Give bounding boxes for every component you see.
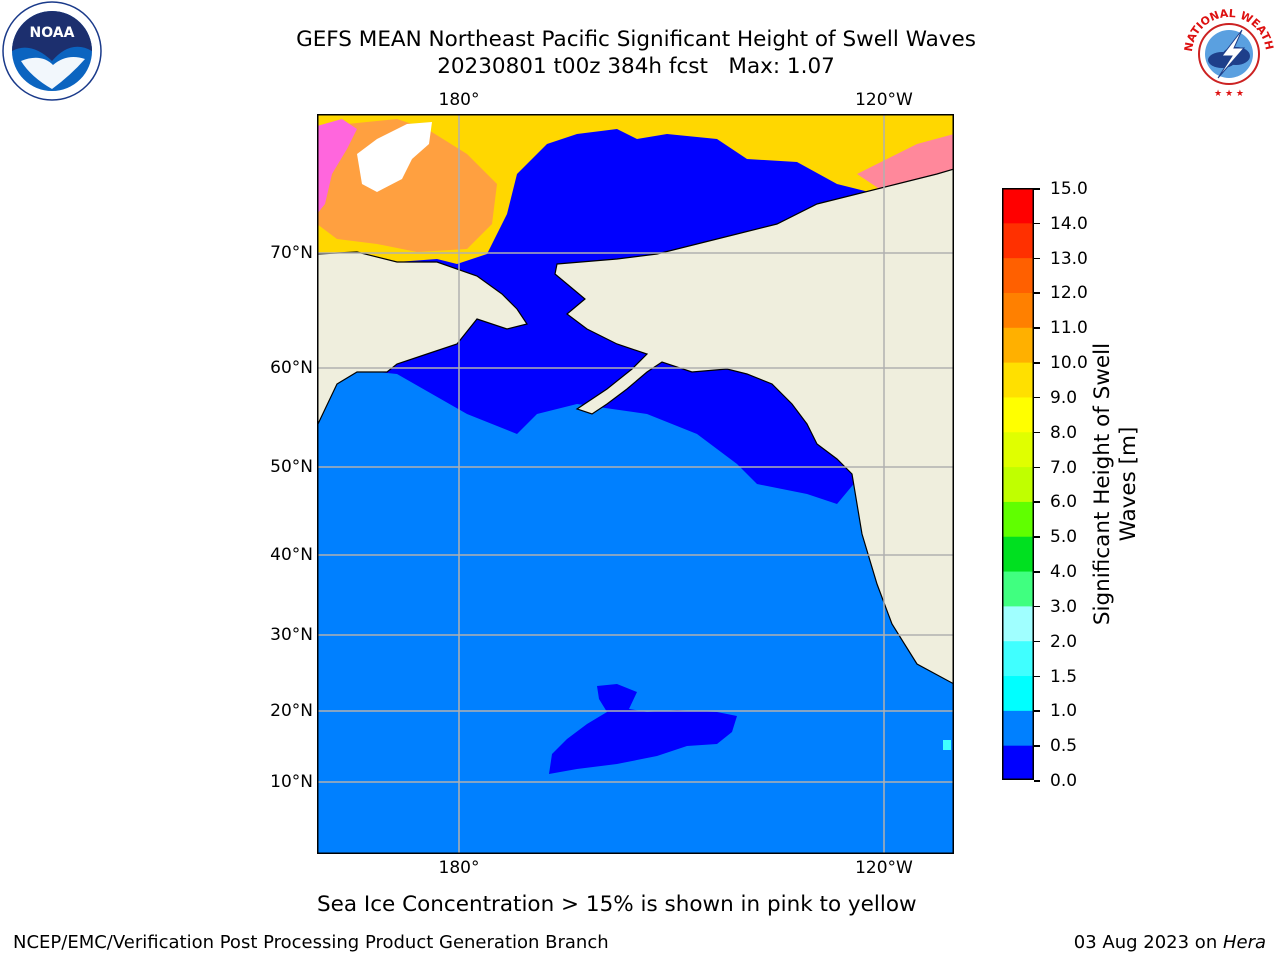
graticule xyxy=(317,114,954,854)
colorbar xyxy=(1002,188,1034,781)
lat-tick-10n: 10°N xyxy=(270,772,313,792)
colorbar-tick-label: 12.0 xyxy=(1050,283,1088,304)
colorbar-tick-label: 0.5 xyxy=(1050,736,1078,757)
colorbar-tick-mark xyxy=(1034,745,1040,747)
colorbar-tick-mark xyxy=(1034,292,1040,294)
map-frame xyxy=(317,114,954,854)
colorbar-band xyxy=(1002,605,1034,642)
lon-tick-bottom-120w: 120°W xyxy=(855,858,913,878)
footer-branch: NCEP/EMC/Verification Post Processing Pr… xyxy=(13,932,609,953)
swell-spot-east xyxy=(943,740,951,750)
colorbar-tick-mark xyxy=(1034,222,1040,225)
land-siberia xyxy=(316,251,528,427)
colorbar-tick-label: 7.0 xyxy=(1050,457,1078,478)
colorbar-tick-label: 4.0 xyxy=(1050,562,1078,583)
colorbar-band xyxy=(1002,396,1034,433)
colorbar-tick-label: 13.0 xyxy=(1050,248,1088,269)
colorbar-tick-mark xyxy=(1034,327,1040,329)
footer-host: Hera xyxy=(1222,932,1266,953)
colorbar-ticks: 15.0 14.0 13.0 12.0 11.0 10.0 9.0 8.0 7.0 6.0 5.0 4… xyxy=(1034,179,1124,792)
colorbar-band xyxy=(1002,222,1034,259)
map-canvas xyxy=(316,114,955,854)
colorbar-band xyxy=(1002,327,1034,363)
colorbar-tick-mark xyxy=(1034,466,1040,469)
colorbar-tick-label: 2.0 xyxy=(1050,631,1078,652)
colorbar-band xyxy=(1002,292,1034,328)
colorbar-tick-mark xyxy=(1034,431,1040,434)
noaa-text: NOAA xyxy=(30,25,75,41)
colorbar-bands xyxy=(1002,188,1034,781)
colorbar-tick-mark xyxy=(1034,188,1040,190)
map-panel xyxy=(316,114,955,854)
lat-tick-50n: 50°N xyxy=(270,457,313,477)
colorbar-band xyxy=(1002,536,1034,572)
colorbar-tick-mark xyxy=(1034,571,1040,573)
colorbar-tick-mark xyxy=(1034,536,1040,538)
colorbar-tick-label: 6.0 xyxy=(1050,492,1078,513)
sea-ice-pink xyxy=(317,119,357,214)
nws-logo-icon: NATIONAL WEATHER SERVICE ★ ★ ★ xyxy=(1174,0,1276,99)
nws-logo: NATIONAL WEATHER SERVICE ★ ★ ★ xyxy=(1174,0,1280,100)
colorbar-band xyxy=(1002,188,1034,224)
colorbar-band xyxy=(1002,501,1034,537)
noaa-logo-icon: NOAA xyxy=(2,1,102,101)
colorbar-tick-label: 1.0 xyxy=(1050,701,1078,722)
land-alaska-canada xyxy=(554,168,955,686)
colorbar-tick-mark xyxy=(1034,605,1040,608)
chart-title: GEFS MEAN Northeast Pacific Significant … xyxy=(296,27,976,52)
colorbar-tick-mark xyxy=(1034,780,1040,782)
colorbar-tick-label: 3.0 xyxy=(1050,596,1078,617)
colorbar-band xyxy=(1002,675,1034,711)
sea-ice-white xyxy=(357,122,432,192)
colorbar-band xyxy=(1002,431,1034,468)
colorbar-tick-mark xyxy=(1034,675,1040,678)
noaa-logo: NOAA xyxy=(1,1,103,101)
colorbar-band xyxy=(1002,466,1034,502)
lat-tick-40n: 40°N xyxy=(270,545,313,565)
colorbar-tick-label: 1.5 xyxy=(1050,666,1078,687)
colorbar-tick-mark xyxy=(1034,362,1040,364)
lat-tick-30n: 30°N xyxy=(270,625,313,645)
colorbar-tick-label: 10.0 xyxy=(1050,353,1088,374)
colorbar-tick-mark xyxy=(1034,257,1040,260)
colorbar-band xyxy=(1002,710,1034,746)
colorbar-tick-mark xyxy=(1034,501,1040,503)
colorbar-tick-mark xyxy=(1034,710,1040,712)
lat-tick-70n: 70°N xyxy=(270,243,313,263)
low-swell-region-hawaii xyxy=(549,684,737,774)
footer-date-text: 03 Aug 2023 on xyxy=(1073,932,1223,953)
lon-tick-top-120w: 120°W xyxy=(855,90,913,110)
colorbar-tick-label: 9.0 xyxy=(1050,387,1078,408)
colorbar-band xyxy=(1002,362,1034,398)
colorbar-tick-label: 0.0 xyxy=(1050,771,1078,791)
chart-subtitle: 20230801 t00z 384h fcst Max: 1.07 xyxy=(437,54,835,79)
lon-tick-bottom-180: 180° xyxy=(438,858,480,878)
colorbar-title-line1: Significant Height of Swell xyxy=(1090,342,1115,626)
colorbar-frame xyxy=(1002,188,1034,780)
colorbar-title-line2: Waves [m] xyxy=(1116,426,1141,542)
colorbar-tick-mark xyxy=(1034,396,1040,399)
lat-tick-20n: 20°N xyxy=(270,701,313,721)
colorbar-band xyxy=(1002,257,1034,293)
colorbar-tick-label: 15.0 xyxy=(1050,179,1088,199)
colorbar-tick-label: 5.0 xyxy=(1050,527,1078,548)
colorbar-band xyxy=(1002,640,1034,677)
colorbar-band xyxy=(1002,571,1034,607)
lon-tick-top-180: 180° xyxy=(438,90,480,110)
sea-ice-caption: Sea Ice Concentration > 15% is shown in … xyxy=(317,892,917,917)
colorbar-tick-mark xyxy=(1034,640,1040,643)
colorbar-band xyxy=(1002,745,1034,781)
svg-text:★ ★ ★: ★ ★ ★ xyxy=(1214,89,1244,99)
footer-date: 03 Aug 2023 on Hera xyxy=(1074,932,1266,954)
colorbar-tick-label: 8.0 xyxy=(1050,422,1078,443)
colorbar-tick-label: 11.0 xyxy=(1050,318,1088,339)
colorbar-tick-label: 14.0 xyxy=(1050,213,1088,234)
lat-tick-60n: 60°N xyxy=(270,358,313,378)
